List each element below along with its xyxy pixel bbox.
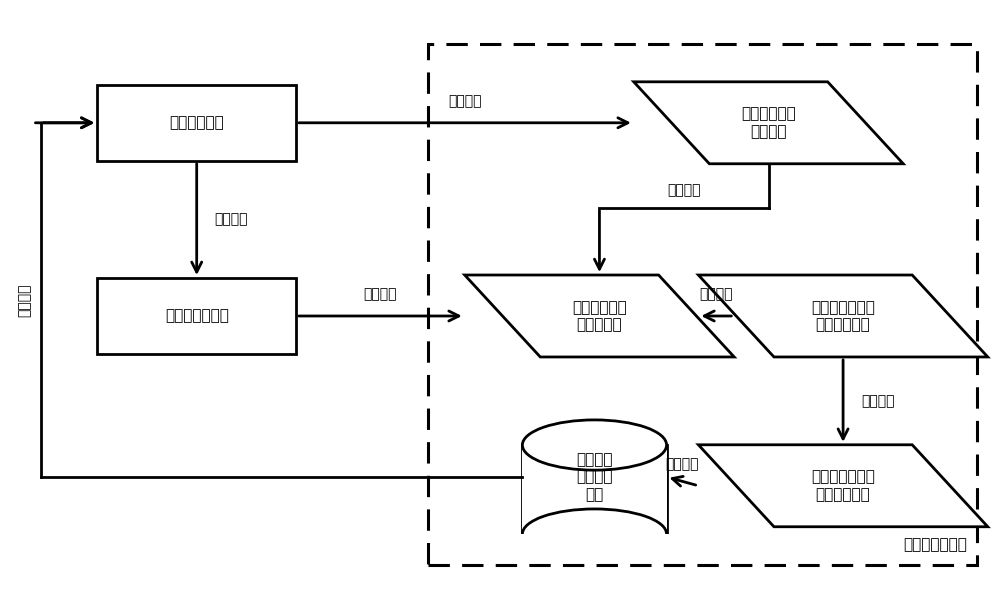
Text: 上线预备: 上线预备 [667,183,701,197]
Polygon shape [698,445,988,527]
Text: 自动检定流水
线服务端: 自动检定流水 线服务端 [741,106,796,139]
FancyBboxPatch shape [517,534,672,562]
Text: 生产调度平台: 生产调度平台 [169,115,224,130]
Text: 自动检定
流水线数
据库: 自动检定 流水线数 据库 [576,452,613,502]
Text: 自动检定流水线: 自动检定流水线 [904,537,967,552]
Ellipse shape [522,509,667,559]
Text: 本地存档: 本地存档 [666,457,699,471]
Text: 数据上传: 数据上传 [18,283,32,317]
Polygon shape [465,275,734,357]
FancyBboxPatch shape [522,445,667,534]
Ellipse shape [522,420,667,470]
Polygon shape [698,275,988,357]
Text: 装载托盘: 装载托盘 [700,287,733,301]
Polygon shape [634,82,903,164]
FancyBboxPatch shape [97,278,296,354]
Text: 自动化误差检定
装置收集数据: 自动化误差检定 装置收集数据 [811,470,875,502]
Text: 智能化仓储系统: 智能化仓储系统 [165,309,229,323]
Text: 试品上线: 试品上线 [364,287,397,301]
Text: 自动化误差检定
装置待检表位: 自动化误差检定 装置待检表位 [811,300,875,332]
FancyBboxPatch shape [97,85,296,161]
Text: 下达任务: 下达任务 [448,94,482,108]
Text: 试验执行: 试验执行 [861,394,894,408]
Text: 自动检定流水
线接驳工位: 自动检定流水 线接驳工位 [572,300,627,332]
Text: 试品调用: 试品调用 [215,212,248,226]
